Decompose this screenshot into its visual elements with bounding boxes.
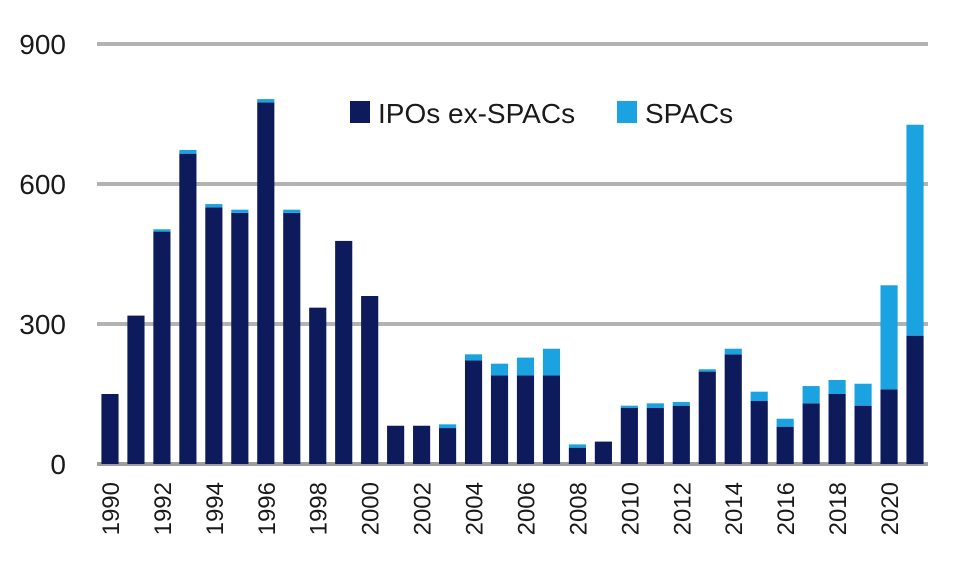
- legend-swatch-spacs: [617, 101, 637, 123]
- bar-1999-ipos-ex-spacs: [335, 240, 353, 464]
- x-tick-label: 2020: [877, 482, 904, 535]
- bar-2003-spacs: [439, 424, 457, 429]
- y-axis-ticks: 0 300 600 900: [19, 29, 66, 480]
- bar-2019-spacs: [854, 383, 872, 406]
- bar-2010-spacs: [620, 405, 638, 408]
- bar-2016-ipos-ex-spacs: [776, 426, 794, 464]
- bar-1995-spacs: [231, 209, 249, 213]
- bar-2015-spacs: [750, 391, 768, 401]
- x-tick-label: 2000: [358, 482, 385, 535]
- bar-1997-ipos-ex-spacs: [283, 212, 301, 464]
- x-tick-label: 2018: [825, 482, 852, 535]
- x-tick-label: 1998: [306, 482, 333, 535]
- bar-1993-spacs: [179, 149, 197, 154]
- x-tick-label: 2008: [565, 482, 592, 535]
- bar-1995-ipos-ex-spacs: [231, 212, 249, 464]
- bar-2012-spacs: [672, 401, 690, 406]
- bar-2011-spacs: [646, 403, 664, 408]
- bar-2004-spacs: [464, 354, 483, 361]
- bar-2002-ipos-ex-spacs: [413, 425, 431, 464]
- bar-2016-spacs: [776, 418, 794, 427]
- bar-2005-spacs: [490, 363, 509, 376]
- bar-2006-ipos-ex-spacs: [516, 375, 535, 464]
- x-tick-label: 2016: [773, 482, 800, 535]
- legend-label-ipos-ex-spacs: IPOs ex-SPACs: [378, 98, 575, 129]
- bar-2021-ipos-ex-spacs: [906, 335, 924, 464]
- bar-1990-ipos-ex-spacs: [101, 394, 119, 464]
- bar-1991-ipos-ex-spacs: [127, 315, 145, 464]
- legend-label-spacs: SPACs: [645, 98, 733, 129]
- bar-2017-ipos-ex-spacs: [802, 403, 820, 464]
- x-tick-label: 1992: [150, 482, 177, 535]
- bar-2020-ipos-ex-spacs: [880, 389, 898, 464]
- x-tick-label: 1996: [254, 482, 281, 535]
- bar-2007-spacs: [542, 348, 561, 376]
- y-tick-label: 0: [50, 449, 66, 480]
- bar-2017-spacs: [802, 386, 820, 404]
- x-tick-label: 2004: [462, 482, 489, 535]
- bar-2005-ipos-ex-spacs: [490, 375, 509, 464]
- bar-2014-spacs: [724, 348, 742, 355]
- x-tick-label: 2012: [669, 482, 696, 535]
- y-tick-label: 900: [19, 29, 66, 60]
- bar-1992-ipos-ex-spacs: [153, 231, 171, 464]
- bars: [101, 99, 924, 465]
- x-tick-label: 2002: [410, 482, 437, 535]
- bar-2004-ipos-ex-spacs: [464, 360, 483, 464]
- bar-1993-ipos-ex-spacs: [179, 153, 197, 464]
- bar-2021-spacs: [906, 124, 924, 336]
- x-tick-label: 1990: [98, 482, 125, 535]
- bar-2019-ipos-ex-spacs: [854, 405, 872, 464]
- bar-2010-ipos-ex-spacs: [620, 408, 638, 464]
- bar-2013-spacs: [698, 369, 716, 372]
- bar-1994-spacs: [205, 204, 223, 208]
- bar-2007-ipos-ex-spacs: [542, 375, 561, 464]
- bar-2014-ipos-ex-spacs: [724, 354, 742, 464]
- bar-2009-ipos-ex-spacs: [594, 441, 612, 464]
- bar-2018-spacs: [828, 380, 846, 394]
- bar-2006-spacs: [516, 357, 535, 376]
- legend: IPOs ex-SPACs SPACs: [350, 98, 733, 129]
- bar-1996-spacs: [257, 99, 275, 103]
- bar-1996-ipos-ex-spacs: [257, 102, 275, 464]
- bar-1992-spacs: [153, 229, 171, 232]
- bar-2011-ipos-ex-spacs: [646, 408, 664, 464]
- bar-2012-ipos-ex-spacs: [672, 405, 690, 464]
- x-tick-label: 1994: [202, 482, 229, 535]
- y-tick-label: 600: [19, 169, 66, 200]
- bar-1994-ipos-ex-spacs: [205, 207, 223, 465]
- bar-2003-ipos-ex-spacs: [439, 428, 457, 464]
- legend-swatch-ipos-ex-spacs: [350, 101, 370, 123]
- y-tick-label: 300: [19, 309, 66, 340]
- bar-2008-spacs: [568, 444, 586, 448]
- x-axis-ticks: 1990 1992 1994 1996 1998 2000 2002 2004 2006 2008…: [98, 482, 904, 535]
- bar-2015-ipos-ex-spacs: [750, 401, 768, 464]
- x-tick-label: 2010: [617, 482, 644, 535]
- bar-2013-ipos-ex-spacs: [698, 371, 716, 464]
- bar-2020-spacs: [880, 285, 898, 390]
- x-tick-label: 2006: [513, 482, 540, 535]
- bar-2018-ipos-ex-spacs: [828, 394, 846, 464]
- bar-2000-ipos-ex-spacs: [361, 296, 379, 464]
- bar-2008-ipos-ex-spacs: [568, 447, 586, 464]
- bar-2001-ipos-ex-spacs: [387, 425, 405, 464]
- bar-1998-ipos-ex-spacs: [309, 307, 327, 464]
- bar-1997-spacs: [283, 209, 301, 213]
- x-tick-label: 2014: [721, 482, 748, 535]
